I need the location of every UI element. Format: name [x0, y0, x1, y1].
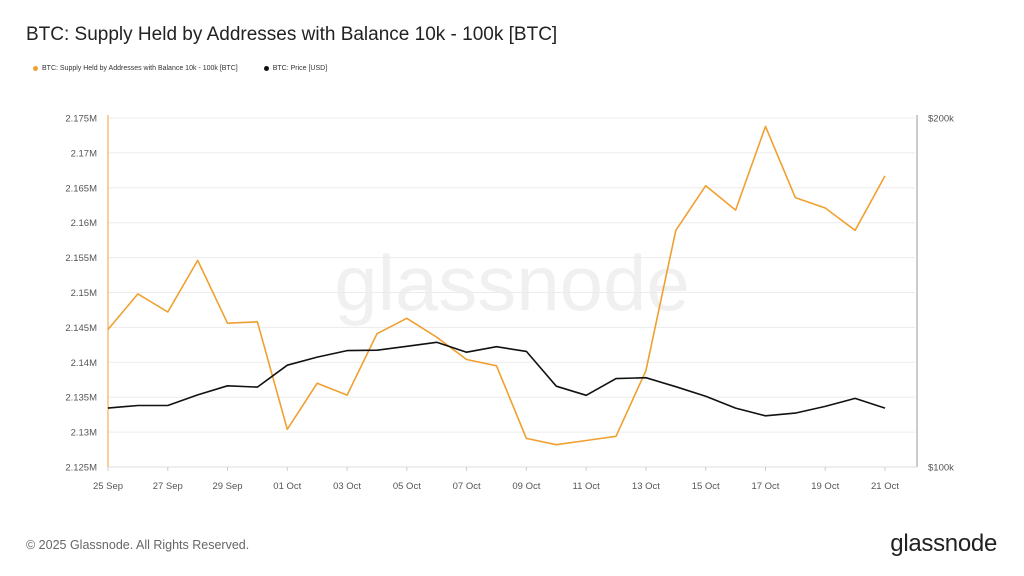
x-tick-label: 13 Oct [632, 481, 660, 492]
x-tick-label: 09 Oct [512, 481, 540, 492]
y-left-tick-label: 2.155M [65, 253, 97, 264]
x-tick-label: 07 Oct [453, 481, 481, 492]
legend-swatch-supply [33, 66, 38, 71]
supply-series-line [107, 125, 886, 446]
legend-item-supply[interactable]: BTC: Supply Held by Addresses with Balan… [33, 65, 238, 72]
x-tick-label: 15 Oct [692, 481, 720, 492]
x-tick-label: 29 Sep [212, 481, 242, 492]
x-tick-label: 21 Oct [871, 481, 899, 492]
chart-legend: BTC: Supply Held by Addresses with Balan… [33, 65, 327, 72]
legend-label-price: BTC: Price [USD] [272, 65, 328, 72]
price-series-line [107, 341, 886, 417]
x-tick-label: 03 Oct [333, 481, 361, 492]
copyright-text: © 2025 Glassnode. All Rights Reserved. [26, 538, 250, 552]
watermark: glassnode [334, 239, 690, 327]
x-tick-label: 25 Sep [93, 481, 123, 492]
x-tick-label: 11 Oct [573, 481, 601, 492]
x-tick-label: 17 Oct [751, 481, 779, 492]
y-right-tick-label: $200k [928, 114, 954, 125]
y-left-tick-label: 2.125M [65, 463, 97, 474]
y-left-tick-label: 2.16M [71, 218, 97, 229]
chart-title: BTC: Supply Held by Addresses with Balan… [26, 24, 558, 45]
legend-swatch-price [263, 66, 269, 71]
legend-item-price[interactable]: BTC: Price [USD] [263, 65, 328, 72]
x-tick-label: 01 Oct [273, 481, 301, 492]
y-right-tick-label: $100k [928, 463, 954, 474]
y-left-tick-label: 2.17M [71, 148, 97, 159]
y-left-tick-label: 2.175M [65, 114, 97, 125]
y-left-tick-label: 2.15M [71, 288, 97, 299]
y-left-tick-label: 2.13M [71, 428, 97, 439]
legend-label-supply: BTC: Supply Held by Addresses with Balan… [42, 65, 238, 72]
x-tick-label: 27 Sep [153, 481, 183, 492]
y-left-tick-label: 2.14M [71, 358, 97, 369]
y-left-tick-label: 2.145M [65, 323, 97, 334]
x-tick-label: 19 Oct [811, 481, 839, 492]
x-tick-label: 05 Oct [393, 481, 421, 492]
glassnode-logo[interactable]: glassnode [890, 530, 997, 557]
y-left-tick-label: 2.165M [65, 183, 97, 194]
y-left-tick-label: 2.135M [65, 393, 97, 404]
